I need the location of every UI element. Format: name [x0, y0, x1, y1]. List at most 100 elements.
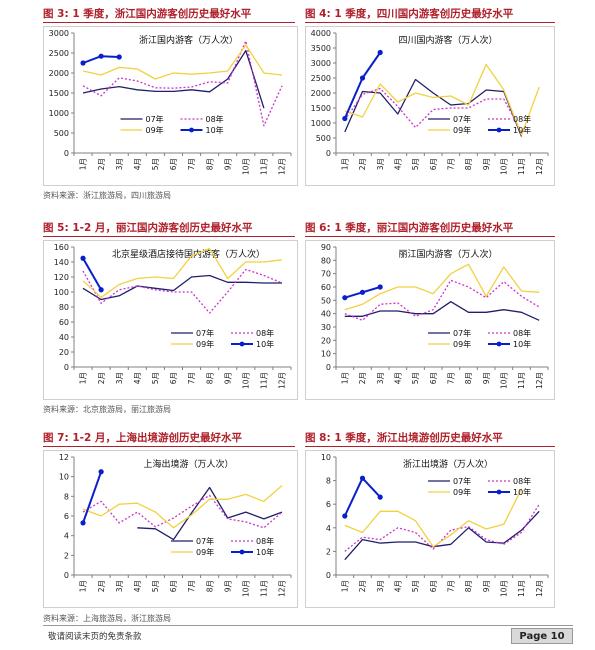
- fig8-legend-label: 07年: [453, 476, 471, 486]
- fig7-legend-marker: [239, 549, 245, 555]
- fig6-ytick-label: 80: [321, 256, 331, 265]
- fig7-xtick-label: 6月: [169, 580, 178, 592]
- fig7-xtick-label: 9月: [223, 580, 232, 592]
- fig7-legend-label: 08年: [256, 536, 274, 546]
- fig7-series-3-point: [98, 469, 104, 475]
- fig3-series-2-line: [82, 44, 283, 80]
- fig3-legend-label: 10年: [206, 125, 224, 135]
- fig7-series-0-line: [137, 486, 283, 541]
- fig7-rule: [43, 446, 295, 447]
- fig8-legend-label: 10年: [513, 487, 531, 497]
- fig8-xtick-label: 10月: [499, 580, 508, 597]
- fig4-ytick-label: 0: [326, 149, 331, 158]
- fig4-xtick-label: 10月: [499, 158, 508, 175]
- fig7-ytick-label: 6: [64, 512, 69, 521]
- fig4-ytick-label: 2000: [311, 89, 331, 98]
- fig8-xtick-label: 11月: [517, 580, 526, 597]
- fig4-xtick-label: 8月: [464, 158, 473, 170]
- fig7-ytick-label: 10: [59, 473, 69, 482]
- fig5-ytick-label: 100: [54, 288, 69, 297]
- fig8-legend-marker: [496, 489, 502, 495]
- fig4-chart: 0 500 1000 1500 2000 2500 3000 3500 4000 1月 2月 3月 4月…: [305, 26, 555, 186]
- fig5-xtick-label: 4月: [133, 372, 142, 384]
- fig8-chart-title: 浙江出境游（万人次）: [403, 458, 493, 470]
- fig3-xtick-label: 10月: [241, 158, 250, 175]
- fig4-series-2-line: [344, 63, 540, 136]
- fig3-chart-title: 浙江国内游客（万人次）: [139, 34, 238, 46]
- fig4-legend-label: 07年: [453, 114, 471, 124]
- disclaimer-text: 敬请阅读末页的免责条款: [48, 632, 142, 642]
- fig5-xtick-label: 5月: [151, 372, 160, 384]
- fig6-xtick-label: 9月: [482, 372, 491, 384]
- fig4-ytick-label: 3500: [311, 44, 331, 53]
- fig7-xtick-label: 4月: [133, 580, 142, 592]
- fig8-xtick-label: 5月: [411, 580, 420, 592]
- fig5-ytick-label: 160: [54, 243, 69, 252]
- fig6-ytick-label: 10: [321, 350, 331, 359]
- fig7-legend-label: 09年: [196, 547, 214, 557]
- fig5-ytick-label: 20: [59, 348, 69, 357]
- fig3-ytick-label: 0: [64, 149, 69, 158]
- fig5-xtick-label: 8月: [205, 372, 214, 384]
- fig3-ytick-label: 1000: [49, 109, 69, 118]
- fig5-ytick-label: 0: [64, 363, 69, 372]
- fig5-xtick-label: 11月: [260, 372, 269, 389]
- fig7-ytick-label: 0: [64, 571, 69, 580]
- fig8-xtick-label: 1月: [340, 580, 349, 592]
- fig5-chart: 0 20 40 60 80 100 120 140 160 1月 2月 3月 4月 5月 6月 7月 8月 9月 1…: [43, 240, 298, 400]
- fig6-chart: 0 10 20 30 40 50 60 70 80 90 1月 2月 3月 4月 5月 6月 7月 8月 9月 10月…: [305, 240, 555, 400]
- fig6-xtick-label: 7月: [446, 372, 455, 384]
- fig6-series-3-point: [377, 284, 383, 290]
- fig3-xtick-label: 11月: [260, 158, 269, 175]
- fig4-xtick-label: 4月: [393, 158, 402, 170]
- fig4-ytick-label: 500: [316, 134, 331, 143]
- fig7-xtick-label: 1月: [79, 580, 88, 592]
- fig5-xtick-label: 2月: [97, 372, 106, 384]
- fig6-legend-label: 09年: [453, 339, 471, 349]
- fig7-series-3-point: [80, 520, 86, 526]
- fig5-xtick-label: 7月: [187, 372, 196, 384]
- fig6-ytick-label: 60: [321, 283, 331, 292]
- fig3-chart: 0 500 1000 1500 2000 2500 3000 1月 2月 3月 4月 5月 6月 7月 8月…: [43, 26, 298, 186]
- fig4-xtick-label: 7月: [446, 158, 455, 170]
- fig3-svg: 0 500 1000 1500 2000 2500 3000 1月 2月 3月 4月 5月 6月 7月 8月…: [49, 29, 292, 175]
- fig8-rule: [305, 446, 555, 447]
- fig5-chart-title: 北京星级酒店接待国内游客（万人次）: [112, 248, 265, 260]
- fig4-legend-marker: [496, 127, 502, 133]
- fig4-series-3-point: [377, 49, 383, 56]
- fig8-svg: 0 2 4 6 8 10 1月 2月 3月 4月 5月 6月 7月 8月 9月 10月 11月 12月 浙江出境游（…: [321, 453, 549, 597]
- fig5-ytick-label: 60: [59, 318, 69, 327]
- fig5-legend-label: 07年: [196, 328, 214, 338]
- fig4-xtick-label: 9月: [482, 158, 491, 170]
- fig5-title: 图 5: 1-2 月，丽江国内游客创历史最好水平: [43, 222, 253, 234]
- fig7-xtick-label: 12月: [278, 580, 287, 597]
- fig6-xtick-label: 12月: [535, 372, 544, 389]
- fig4-legend-label: 09年: [453, 125, 471, 135]
- fig8-xtick-label: 4月: [393, 580, 402, 592]
- fig8-ytick-label: 2: [326, 547, 331, 556]
- fig6-series-0-line: [344, 301, 540, 321]
- fig7-svg: 0 2 4 6 8 10 12 1月 2月 3月 4月 5月 6月 7月 8月 9月 10月 11月 12月 上海出境…: [59, 453, 292, 597]
- fig5-xtick-label: 3月: [115, 372, 124, 384]
- fig3-ytick-label: 3000: [49, 29, 69, 38]
- fig5-series-0-line: [82, 274, 282, 301]
- fig6-chart-title: 丽江国内游客（万人次）: [398, 248, 497, 260]
- fig4-title: 图 4: 1 季度，四川国内游客创历史最好水平: [305, 8, 514, 20]
- fig6-series-1-line: [344, 279, 540, 321]
- fig4-xtick-label: 5月: [411, 158, 420, 170]
- fig6-svg: 0 10 20 30 40 50 60 70 80 90 1月 2月 3月 4月 5月 6月 7月 8月 9月 10月…: [321, 243, 549, 389]
- fig7-ytick-label: 8: [64, 492, 69, 501]
- fig6-legend-label: 08年: [513, 328, 531, 338]
- fig3-series-3-point: [98, 53, 104, 59]
- fig8-xtick-label: 7月: [446, 580, 455, 592]
- fig7-xtick-label: 5月: [151, 580, 160, 592]
- fig4-svg: 0 500 1000 1500 2000 2500 3000 3500 4000 1月 2月 3月 4月…: [311, 29, 549, 175]
- fig7-xtick-label: 2月: [97, 580, 106, 592]
- fig5-xtick-label: 9月: [223, 372, 232, 384]
- fig7-chart-title: 上海出境游（万人次）: [143, 458, 233, 470]
- fig8-ytick-label: 8: [326, 477, 331, 486]
- fig6-ytick-label: 50: [321, 296, 331, 305]
- fig3-xtick-label: 12月: [278, 158, 287, 175]
- fig5-xtick-label: 1月: [79, 372, 88, 384]
- fig6-ytick-label: 30: [321, 323, 331, 332]
